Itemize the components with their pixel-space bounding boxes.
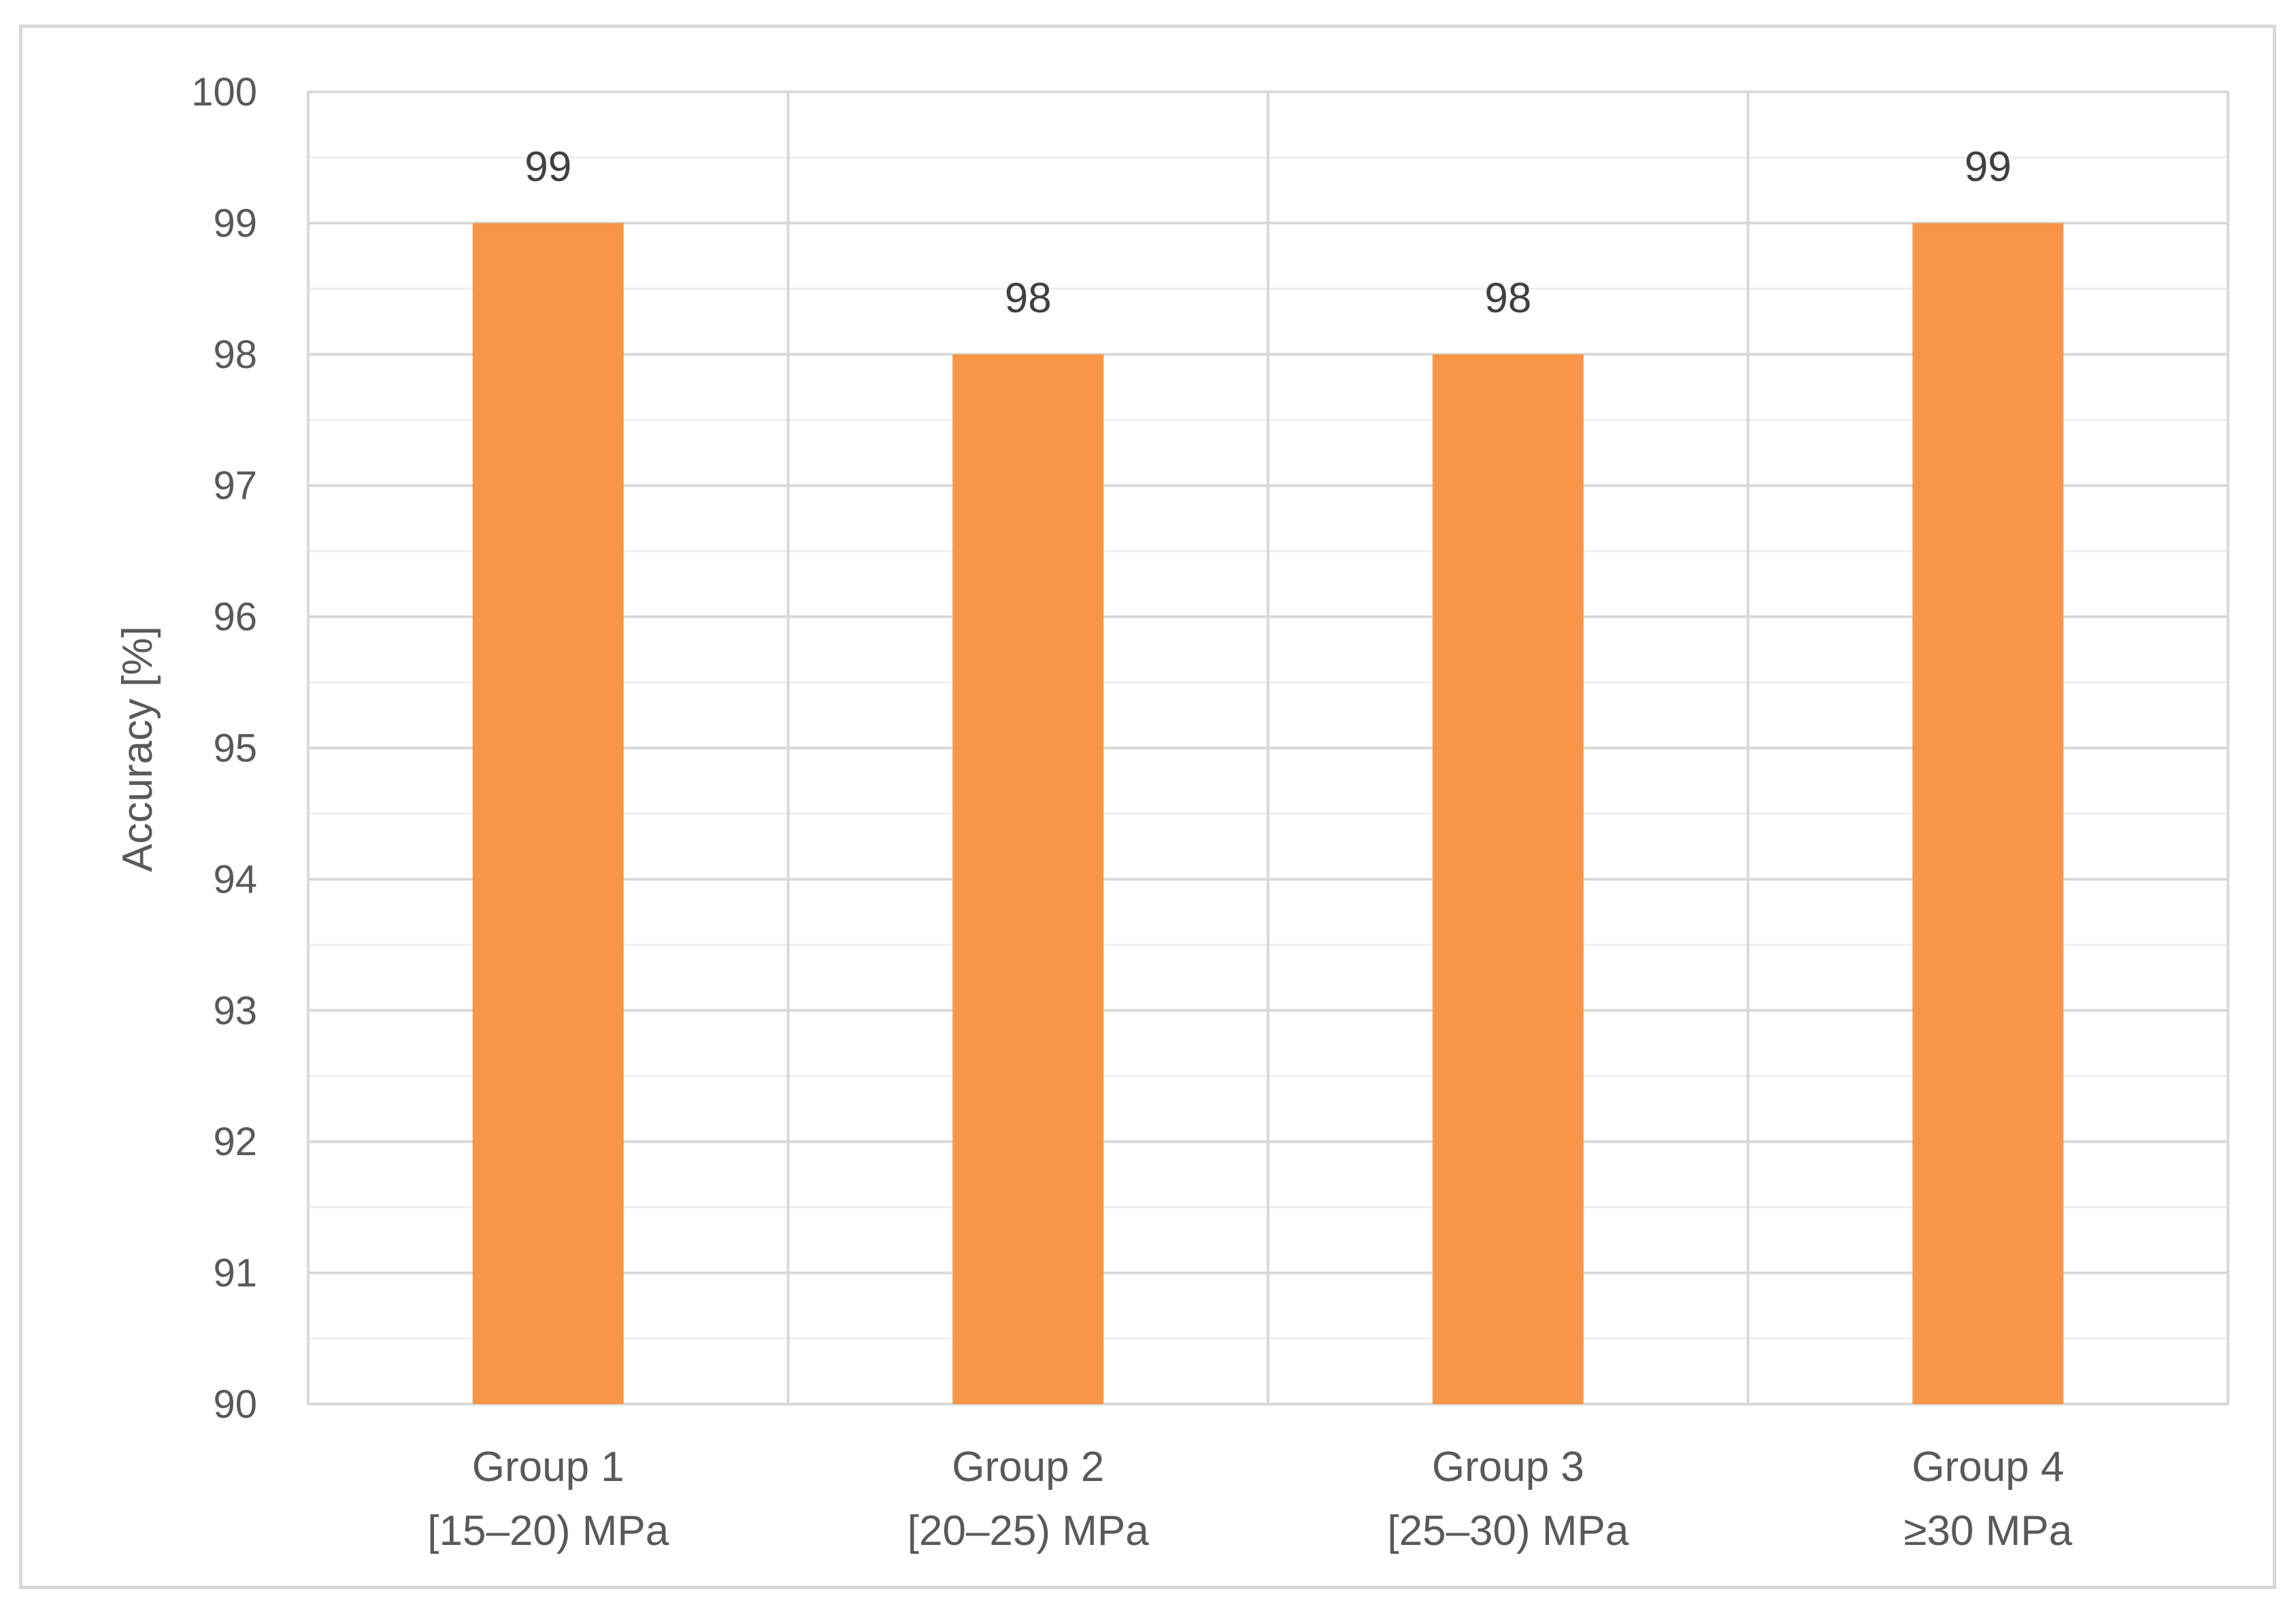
x-category-label-line2: ≥30 MPa [1903,1508,2072,1554]
chart-frame: 99 98 98 99 90 91 92 93 94 95 96 97 98 99 100 Group 1… [19,24,2276,1589]
y-tick-label: 92 [213,1120,257,1164]
bars [472,222,2064,1404]
y-tick-label: 95 [213,727,257,771]
y-tick-label: 97 [213,464,257,508]
y-tick-label: 90 [213,1382,257,1427]
bar [1432,354,1584,1404]
data-label: 98 [1005,275,1052,322]
data-labels: 99 98 98 99 [525,144,2011,322]
y-axis-ticks: 90 91 92 93 94 95 96 97 98 99 100 [191,70,257,1427]
y-tick-label: 100 [191,70,257,114]
x-category-label-line1: Group 2 [952,1444,1104,1491]
y-tick-label: 91 [213,1251,257,1295]
x-category-label-line2: [15–20) MPa [427,1508,669,1554]
y-tick-label: 96 [213,595,257,639]
bar [1912,222,2064,1404]
data-label: 99 [1965,144,2012,190]
x-category-label-line1: Group 3 [1432,1444,1584,1491]
data-label: 99 [525,144,571,190]
y-axis-title: Accuracy [%] [114,626,161,872]
accuracy-bar-chart: 99 98 98 99 90 91 92 93 94 95 96 97 98 99 100 Group 1… [114,70,2229,1554]
grid-lines [307,90,2229,1405]
data-label: 98 [1484,275,1531,322]
y-tick-label: 98 [213,333,257,377]
y-tick-label: 93 [213,988,257,1033]
bar [952,354,1104,1404]
x-category-label-line1: Group 1 [472,1444,625,1491]
x-category-label-line2: [20–25) MPa [908,1508,1150,1554]
x-category-label-line2: [25–30) MPa [1387,1508,1629,1554]
y-tick-label: 94 [213,857,257,901]
x-axis-categories: Group 1 [15–20) MPa Group 2 [20–25) MPa Grou… [427,1444,2072,1554]
bar [472,222,624,1404]
x-category-label-line1: Group 4 [1912,1444,2064,1491]
y-tick-label: 99 [213,201,257,246]
